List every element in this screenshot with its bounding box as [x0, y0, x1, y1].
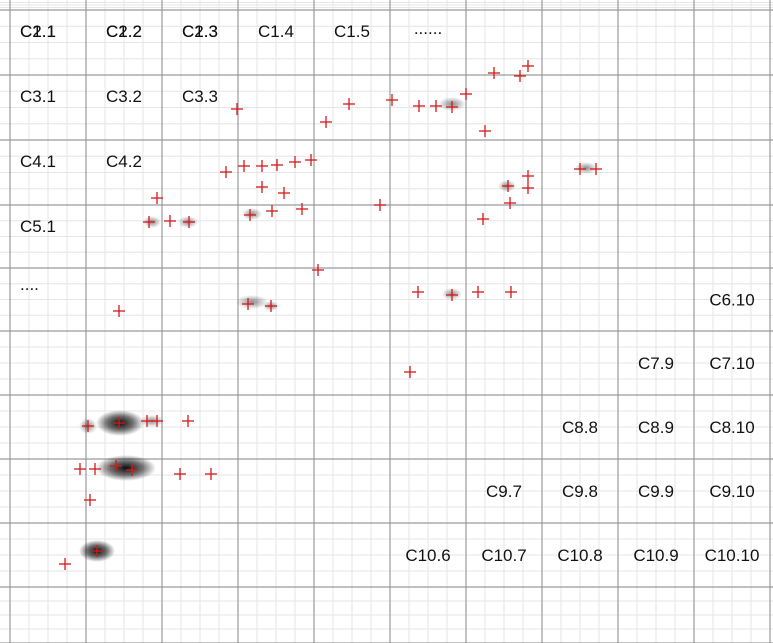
cell-label: C1.2 [106, 22, 142, 41]
peak-marker [412, 286, 424, 298]
peak-marker [182, 415, 194, 427]
cell-label: C5.1 [20, 217, 56, 236]
cell-label: C2.3 [182, 22, 218, 41]
cell-labels: C1.1 C1.2 C1.3 C1.4 C1.5 ...... C2.1 C2.2 C2.3 C3… [20, 19, 759, 565]
peak-marker [446, 289, 458, 301]
peak-marker [91, 545, 103, 557]
cell-label: C10.8 [557, 546, 602, 565]
peak-marker [574, 163, 586, 175]
peak-marker [238, 160, 250, 172]
peak-marker [289, 156, 301, 168]
peak-marker [244, 209, 256, 221]
cell-label: C2.2 [106, 22, 142, 41]
cell-label: C6.10 [709, 291, 754, 310]
cell-label: C7.10 [709, 354, 754, 373]
intensity-smudge [236, 295, 268, 309]
cell-label: C9.10 [709, 482, 754, 501]
peak-markers [59, 60, 602, 570]
peak-marker [430, 100, 442, 112]
peak-marker [590, 163, 602, 175]
peak-marker [343, 98, 355, 110]
peak-marker [174, 468, 186, 480]
peak-marker [256, 181, 268, 193]
peak-marker [113, 305, 125, 317]
cell-label: C7.9 [638, 354, 674, 373]
cell-label: C3.1 [20, 87, 56, 106]
peak-marker [504, 197, 516, 209]
peak-marker [242, 298, 254, 310]
peak-marker [505, 286, 517, 298]
peak-marker [151, 415, 163, 427]
cell-label: C9.9 [638, 482, 674, 501]
peak-marker [231, 103, 243, 115]
cell-label: C1.5 [334, 22, 370, 41]
peak-marker [113, 417, 125, 429]
cell-label: C8.8 [562, 418, 598, 437]
cell-label: C10.6 [405, 546, 450, 565]
cell-label: C8.9 [638, 418, 674, 437]
cell-label: C10.10 [705, 546, 760, 565]
peak-marker [110, 460, 122, 472]
cell-label: C9.8 [562, 482, 598, 501]
peak-marker [220, 166, 232, 178]
peak-marker [488, 67, 500, 79]
peak-marker [271, 159, 283, 171]
peak-marker [514, 70, 526, 82]
cell-label: C1.1 [20, 22, 56, 41]
peak-marker [126, 464, 138, 476]
peak-marker [143, 216, 155, 228]
peak-marker [164, 215, 176, 227]
peak-marker [296, 203, 308, 215]
cell-label: C3.2 [106, 87, 142, 106]
peak-marker [413, 100, 425, 112]
cell-label: C8.10 [709, 418, 754, 437]
peak-marker [479, 125, 491, 137]
peak-marker [312, 264, 324, 276]
cell-label: C2.1 [20, 22, 56, 41]
peak-marker [320, 116, 332, 128]
peak-marker [82, 420, 94, 432]
peak-marker [151, 192, 163, 204]
peak-marker [522, 60, 534, 72]
peak-marker [446, 101, 458, 113]
peak-marker [472, 286, 484, 298]
intensity-blob [96, 455, 156, 481]
cell-label: .... [20, 275, 39, 294]
peak-marker [460, 88, 472, 100]
cell-label: C10.7 [481, 546, 526, 565]
peak-marker [59, 558, 71, 570]
cell-label: C10.9 [633, 546, 678, 565]
cell-label: C1.4 [258, 22, 294, 41]
intensity-smudge [575, 162, 597, 174]
peak-marker [305, 154, 317, 166]
intensity-smudge [242, 208, 262, 220]
cell-label: ...... [414, 19, 442, 38]
peak-marker [183, 216, 195, 228]
cell-label: C4.1 [20, 152, 56, 171]
peak-marker [84, 494, 96, 506]
peak-marker [205, 468, 217, 480]
peak-marker [502, 180, 514, 192]
peak-marker [89, 463, 101, 475]
peak-marker [265, 300, 277, 312]
peak-marker [404, 366, 416, 378]
peak-marker [74, 463, 86, 475]
peak-marker [266, 205, 278, 217]
cell-label: C1.3 [182, 22, 218, 41]
peak-marker [374, 199, 386, 211]
cell-label: C4.2 [106, 152, 142, 171]
peak-marker [522, 182, 534, 194]
peak-marker [386, 94, 398, 106]
peak-marker [278, 187, 290, 199]
peak-marker [522, 170, 534, 182]
cell-label: C9.7 [486, 482, 522, 501]
cell-label: C3.3 [182, 87, 218, 106]
peak-marker [477, 213, 489, 225]
peak-marker [256, 160, 268, 172]
